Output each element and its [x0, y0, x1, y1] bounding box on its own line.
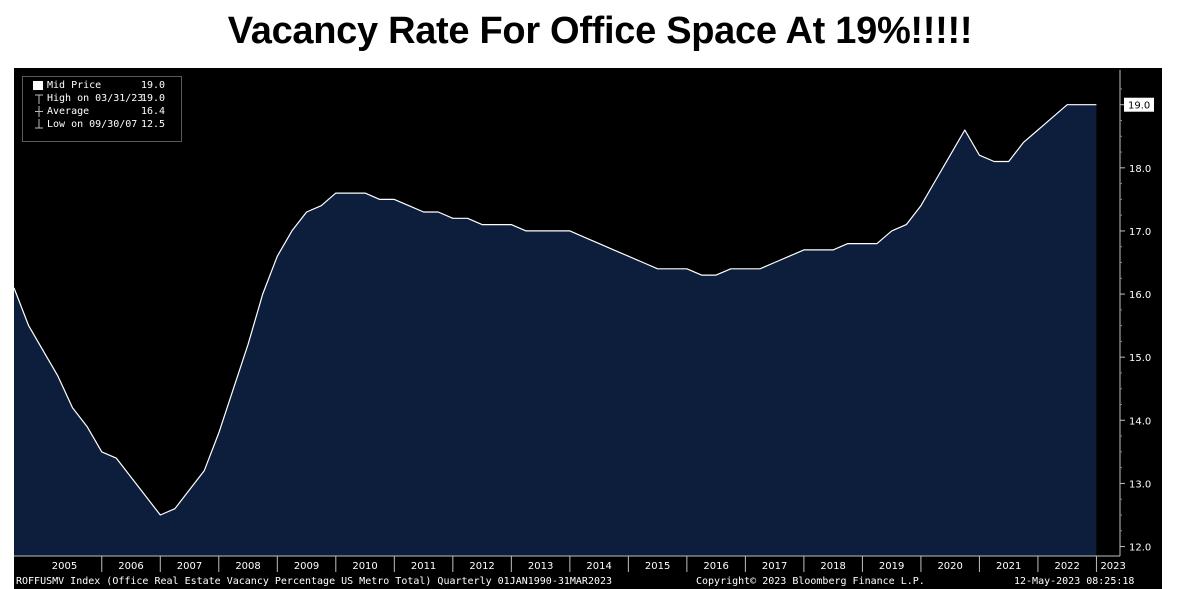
- legend-label: Low on 09/30/07: [47, 119, 138, 130]
- average-marker-icon: [33, 105, 45, 118]
- x-tick-label: 2013: [528, 561, 553, 572]
- legend-value: 16.4: [141, 106, 166, 117]
- chart-area: 2005 2006 2007 2008 2009 2010 2011 2012 2013 2014…: [14, 68, 1162, 589]
- legend-value: 12.5: [141, 119, 166, 130]
- y-tick-label: 16.0: [1129, 290, 1151, 301]
- legend-label: High on 03/31/23: [47, 93, 144, 104]
- x-tick-label: 2014: [586, 561, 611, 572]
- footer-source: ROFFUSMV Index (Office Real Estate Vacan…: [16, 576, 613, 587]
- x-tick-label: 2006: [118, 561, 143, 572]
- y-tick-label: 14.0: [1129, 416, 1151, 427]
- legend-item-mid-price: Mid Price 19.0: [23, 79, 181, 92]
- filled-square-icon: [33, 81, 43, 90]
- footer-copyright: Copyright© 2023 Bloomberg Finance L.P.: [696, 576, 925, 587]
- x-tick-label: 2017: [762, 561, 787, 572]
- page-title: Vacancy Rate For Office Space At 19%!!!!…: [227, 10, 973, 52]
- y-tick-label: 17.0: [1129, 227, 1151, 238]
- x-tick-label: 2016: [703, 561, 728, 572]
- x-tick-label: 2023: [1100, 561, 1125, 572]
- chart-legend: Mid Price 19.0 High on 03/31/23 19.0 Ave…: [22, 76, 182, 142]
- x-tick-label: 2005: [52, 561, 77, 572]
- y-tick-label: 15.0: [1129, 353, 1151, 364]
- high-marker-icon: [33, 92, 45, 105]
- footer-timestamp: 12-May-2023 08:25:18: [1014, 576, 1135, 587]
- y-tick-label: 18.0: [1129, 164, 1151, 175]
- x-tick-label: 2009: [294, 561, 319, 572]
- legend-label: Mid Price: [47, 80, 102, 91]
- x-tick-label: 2007: [177, 561, 202, 572]
- legend-item-low: Low on 09/30/07 12.5: [23, 118, 181, 131]
- x-tick-label: 2020: [937, 561, 962, 572]
- chart-plot: 2005 2006 2007 2008 2009 2010 2011 2012 2013 2014…: [14, 70, 1154, 572]
- x-tick-label: 2008: [235, 561, 260, 572]
- x-tick-label: 2015: [645, 561, 670, 572]
- series-line: [14, 104, 1097, 516]
- x-tick-label: 2022: [1054, 561, 1079, 572]
- low-marker-icon: [33, 118, 45, 131]
- x-tick-label: 2011: [411, 561, 436, 572]
- x-tick-label: 2012: [469, 561, 494, 572]
- legend-item-average: Average 16.4: [23, 105, 181, 118]
- x-tick-label: 2010: [352, 561, 377, 572]
- x-tick-label: 2021: [996, 561, 1021, 572]
- y-tick-label: 12.0: [1129, 543, 1151, 554]
- y-tick-label: 13.0: [1129, 479, 1151, 490]
- last-value-badge: [1124, 97, 1154, 112]
- series-area-fill: [14, 104, 1097, 556]
- x-tick-label: 2018: [820, 561, 845, 572]
- x-tick-label: 2019: [879, 561, 904, 572]
- last-value-label: 19.0: [1128, 101, 1150, 112]
- legend-value: 19.0: [141, 93, 166, 104]
- legend-value: 19.0: [141, 80, 166, 91]
- legend-item-high: High on 03/31/23 19.0: [23, 92, 181, 105]
- legend-label: Average: [47, 106, 90, 117]
